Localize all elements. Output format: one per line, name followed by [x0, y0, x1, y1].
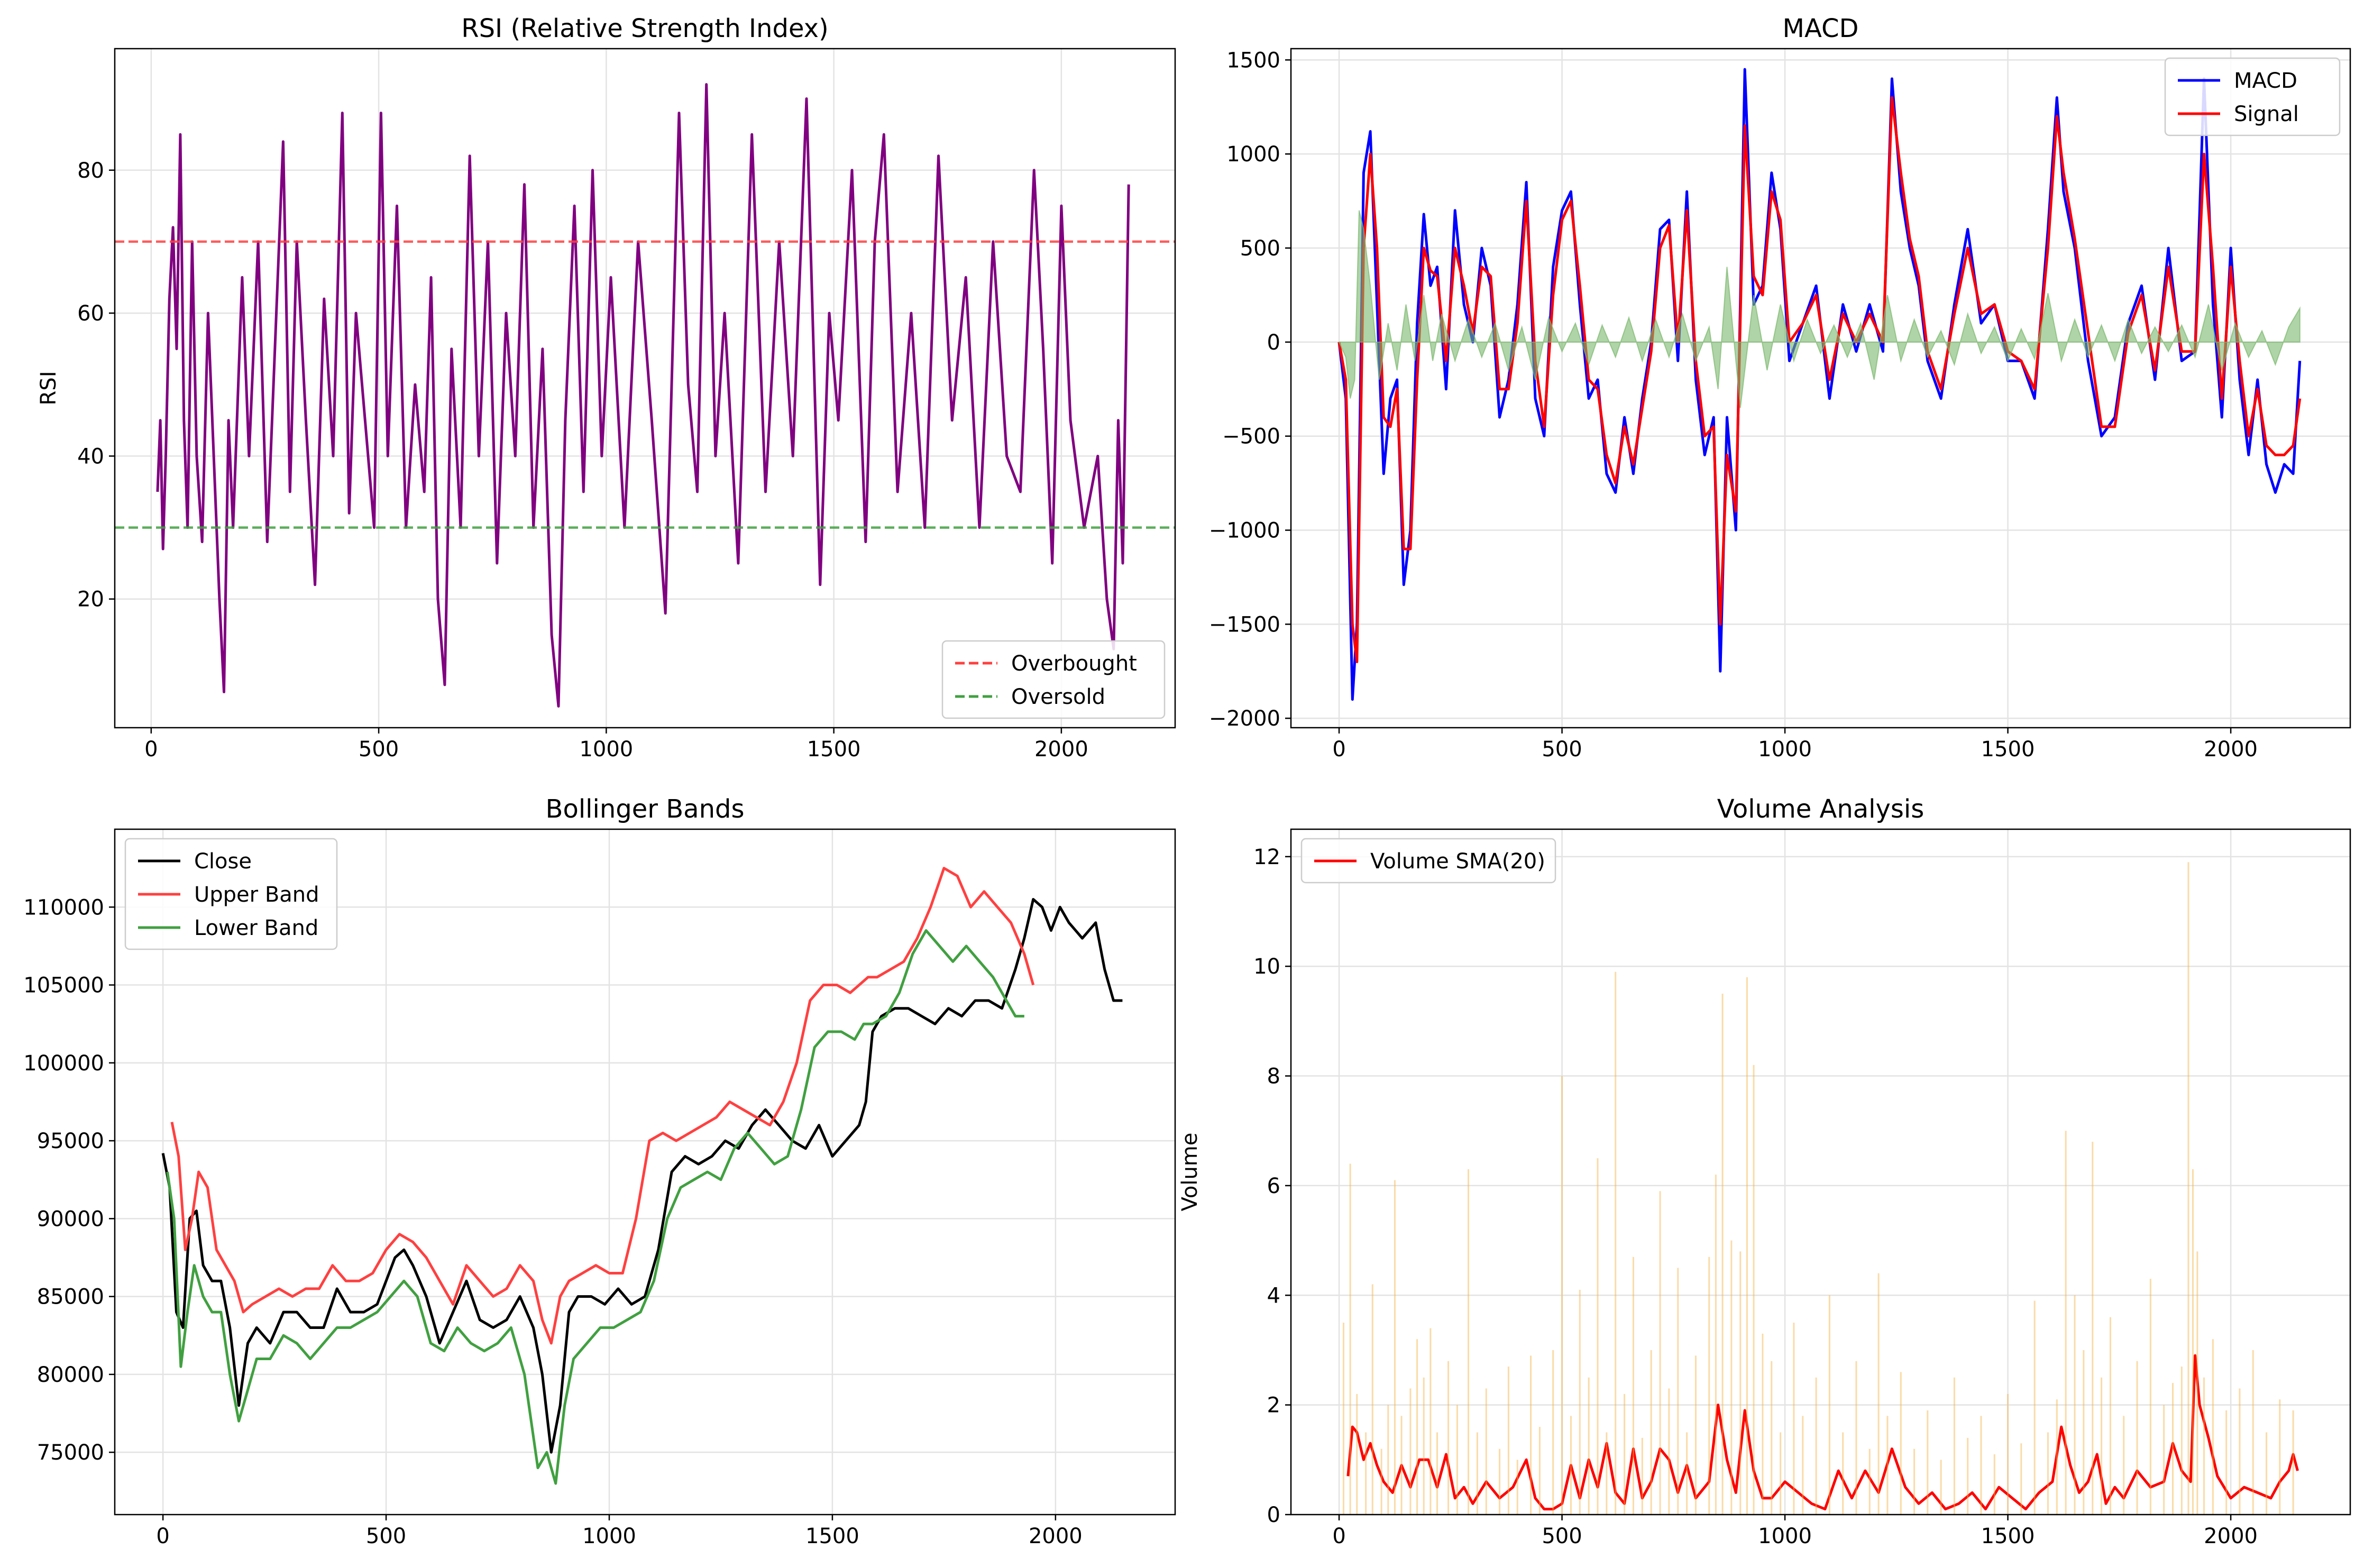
- x-tick-label: 0: [1332, 737, 1345, 762]
- y-tick-label: 75000: [37, 1441, 104, 1465]
- legend-label: Volume SMA(20): [1370, 849, 1545, 874]
- x-tick-label: 500: [366, 1524, 406, 1548]
- chart-title: Volume Analysis: [1717, 794, 1925, 824]
- y-tick-label: 20: [77, 588, 104, 612]
- x-tick-label: 1000: [1758, 1524, 1812, 1548]
- x-tick-label: 2000: [1034, 737, 1088, 762]
- legend-label: Overbought: [1011, 652, 1137, 676]
- chart-title: MACD: [1783, 14, 1859, 43]
- legend-label: Oversold: [1011, 685, 1105, 709]
- chart-title: Bollinger Bands: [546, 794, 745, 824]
- y-tick-label: 80000: [37, 1363, 104, 1387]
- y-tick-label: −1500: [1209, 612, 1280, 637]
- y-tick-label: 8: [1267, 1065, 1280, 1089]
- x-tick-label: 1000: [1758, 737, 1812, 762]
- y-tick-label: 100000: [23, 1051, 104, 1076]
- legend-label: Close: [194, 849, 252, 874]
- legend-label: Signal: [2234, 102, 2299, 126]
- x-tick-label: 1500: [807, 737, 861, 762]
- x-tick-label: 2000: [2204, 737, 2258, 762]
- y-tick-label: 0: [1267, 1503, 1280, 1527]
- y-tick-label: −500: [1222, 425, 1280, 449]
- x-tick-label: 500: [359, 737, 399, 762]
- y-tick-label: −1000: [1209, 519, 1280, 543]
- y-tick-label: 500: [1240, 236, 1280, 261]
- x-tick-label: 1500: [805, 1524, 859, 1548]
- y-tick-label: 90000: [37, 1207, 104, 1231]
- legend: Volume SMA(20): [1302, 839, 1555, 883]
- x-tick-label: 500: [1542, 1524, 1582, 1548]
- x-tick-label: 0: [1332, 1524, 1345, 1548]
- x-tick-label: 2000: [2204, 1524, 2258, 1548]
- legend-label: Lower Band: [194, 916, 318, 940]
- y-tick-label: 105000: [23, 974, 104, 998]
- y-tick-label: 40: [77, 444, 104, 469]
- y-tick-label: 60: [77, 301, 104, 326]
- x-tick-label: 1000: [582, 1524, 636, 1548]
- x-tick-label: 1500: [1981, 737, 2035, 762]
- y-tick-label: 4: [1267, 1283, 1280, 1308]
- x-tick-label: 2000: [1029, 1524, 1083, 1548]
- y-tick-label: 2: [1267, 1393, 1280, 1418]
- legend-label: Upper Band: [194, 883, 319, 907]
- y-tick-label: 6: [1267, 1174, 1280, 1198]
- y-tick-label: 0: [1267, 331, 1280, 355]
- x-tick-label: 500: [1542, 737, 1582, 762]
- y-axis-label: Volume: [1178, 1133, 1202, 1212]
- x-tick-label: 1000: [579, 737, 633, 762]
- y-tick-label: 12: [1253, 845, 1280, 869]
- legend-label: MACD: [2234, 69, 2297, 93]
- y-tick-label: 85000: [37, 1285, 104, 1309]
- y-tick-label: 1500: [1226, 48, 1280, 72]
- legend: Close Upper Band Lower Band: [125, 839, 337, 949]
- y-tick-label: 80: [77, 159, 104, 183]
- chart-title: RSI (Relative Strength Index): [461, 14, 829, 43]
- y-tick-label: −2000: [1209, 707, 1280, 731]
- y-tick-label: 110000: [23, 895, 104, 920]
- x-tick-label: 1500: [1981, 1524, 2035, 1548]
- legend: Overbought Oversold: [942, 641, 1165, 718]
- legend: MACD Signal: [2165, 58, 2340, 135]
- y-axis-label: RSI: [36, 371, 61, 406]
- y-tick-label: 10: [1253, 955, 1280, 979]
- y-tick-label: 95000: [37, 1129, 104, 1153]
- x-tick-label: 0: [156, 1524, 169, 1548]
- x-tick-label: 0: [144, 737, 158, 762]
- y-tick-label: 1000: [1226, 142, 1280, 167]
